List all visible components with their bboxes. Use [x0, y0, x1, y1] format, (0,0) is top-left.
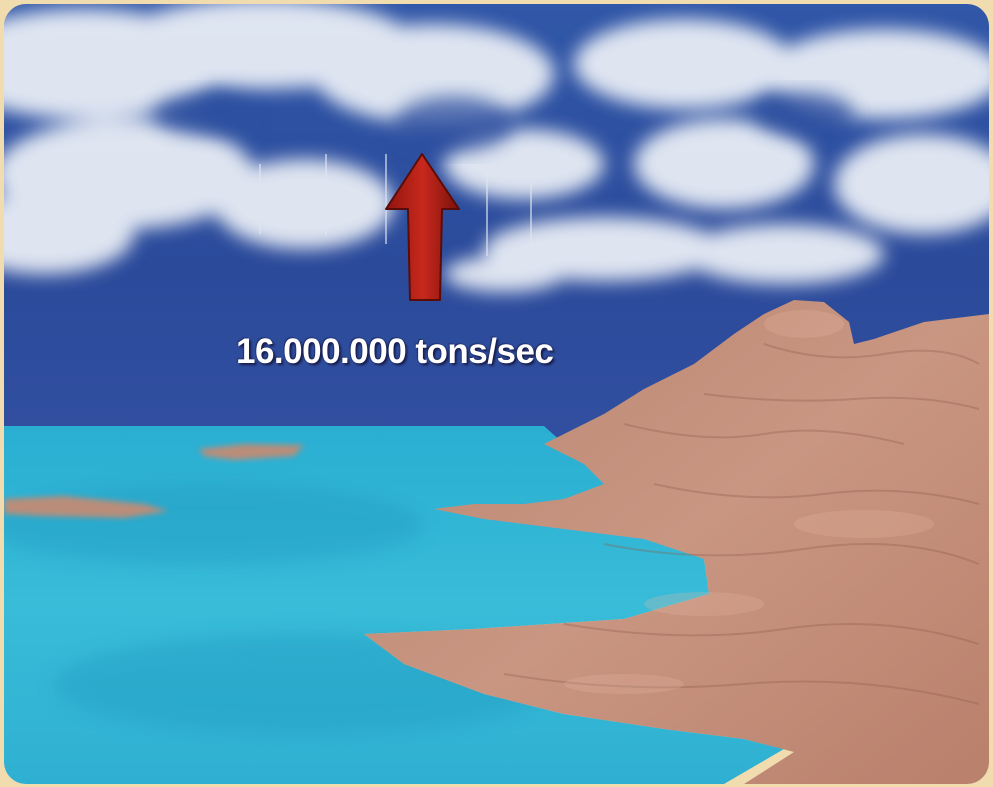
land-mass [364, 300, 989, 784]
up-arrow-icon [385, 153, 460, 301]
evaporation-rate-label: 16.000.000 tons/sec [236, 332, 554, 371]
land-texture [503, 343, 980, 705]
sandbar-left [4, 496, 169, 518]
evaporation-scene: 16.000.000 tons/sec [4, 4, 989, 784]
vapor-lines [259, 154, 532, 266]
land-highlights [564, 310, 934, 694]
sandbar-middle [199, 444, 304, 460]
landscape-illustration [4, 4, 989, 784]
